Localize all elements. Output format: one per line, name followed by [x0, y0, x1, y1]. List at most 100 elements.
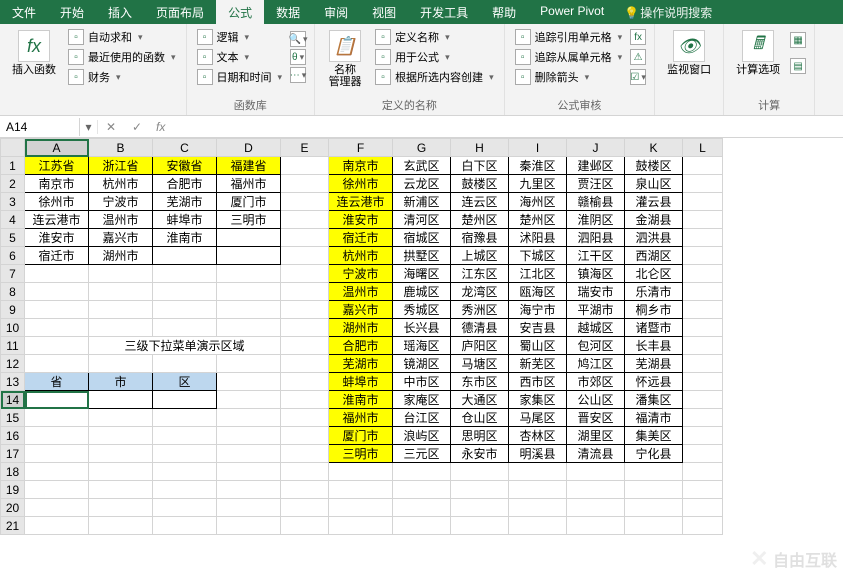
cell-L6[interactable] [683, 247, 723, 265]
cell-G12[interactable]: 镜湖区 [393, 355, 451, 373]
watch-window-button[interactable]: 👁 监视窗口 [663, 28, 715, 78]
ribbon-tab-2[interactable]: 插入 [96, 0, 144, 24]
cell-G13[interactable]: 中市区 [393, 373, 451, 391]
name-manager-button[interactable]: 📋 名称 管理器 [323, 28, 367, 90]
cell-G1[interactable]: 玄武区 [393, 157, 451, 175]
cell-J20[interactable] [567, 499, 625, 517]
row-header-5[interactable]: 5 [1, 229, 25, 247]
cell-C14[interactable] [153, 391, 217, 409]
cell-J8[interactable]: 瑞安市 [567, 283, 625, 301]
cell-B9[interactable] [89, 301, 153, 319]
cell-E10[interactable] [281, 319, 329, 337]
cell-D2[interactable]: 福州市 [217, 175, 281, 193]
define-name-2[interactable]: ▫根据所选内容创建 [373, 68, 496, 86]
cell-E3[interactable] [281, 193, 329, 211]
cell-F17[interactable]: 三明市 [329, 445, 393, 463]
cell-J4[interactable]: 淮阴区 [567, 211, 625, 229]
lookup-icon[interactable]: 🔍 [290, 31, 306, 47]
cell-I4[interactable]: 楚州区 [509, 211, 567, 229]
calc-now-icon[interactable]: ▦ [790, 32, 806, 48]
cell-G18[interactable] [393, 463, 451, 481]
row-header-18[interactable]: 18 [1, 463, 25, 481]
cell-B20[interactable] [89, 499, 153, 517]
autosum-2[interactable]: ▫财务 [66, 68, 178, 86]
row-header-20[interactable]: 20 [1, 499, 25, 517]
cell-L17[interactable] [683, 445, 723, 463]
cell-I10[interactable]: 安吉县 [509, 319, 567, 337]
cell-A7[interactable] [25, 265, 89, 283]
cell-E14[interactable] [281, 391, 329, 409]
cell-K12[interactable]: 芜湖县 [625, 355, 683, 373]
ribbon-tab-0[interactable]: 文件 [0, 0, 48, 24]
col-header-E[interactable]: E [281, 139, 329, 157]
cell-A10[interactable] [25, 319, 89, 337]
cell-L18[interactable] [683, 463, 723, 481]
cell-B8[interactable] [89, 283, 153, 301]
cell-D7[interactable] [217, 265, 281, 283]
ribbon-tab-4[interactable]: 公式 [216, 0, 264, 24]
col-header-K[interactable]: K [625, 139, 683, 157]
cell-I1[interactable]: 秦淮区 [509, 157, 567, 175]
cell-E20[interactable] [281, 499, 329, 517]
cell-J18[interactable] [567, 463, 625, 481]
cell-K7[interactable]: 北仑区 [625, 265, 683, 283]
row-header-21[interactable]: 21 [1, 517, 25, 535]
cell-I8[interactable]: 瓯海区 [509, 283, 567, 301]
cell-G6[interactable]: 拱墅区 [393, 247, 451, 265]
col-header-D[interactable]: D [217, 139, 281, 157]
cell-K19[interactable] [625, 481, 683, 499]
col-header-J[interactable]: J [567, 139, 625, 157]
evaluate-icon[interactable]: ☑ [630, 69, 646, 85]
cell-C7[interactable] [153, 265, 217, 283]
cell-J16[interactable]: 湖里区 [567, 427, 625, 445]
cell-J3[interactable]: 赣榆县 [567, 193, 625, 211]
cell-J5[interactable]: 泗阳县 [567, 229, 625, 247]
cell-C4[interactable]: 蚌埠市 [153, 211, 217, 229]
cell-H1[interactable]: 白下区 [451, 157, 509, 175]
cell-D21[interactable] [217, 517, 281, 535]
cell-G20[interactable] [393, 499, 451, 517]
ribbon-tab-10[interactable]: Power Pivot [528, 0, 616, 24]
cell-K20[interactable] [625, 499, 683, 517]
cell-F19[interactable] [329, 481, 393, 499]
cell-C1[interactable]: 安徽省 [153, 157, 217, 175]
cell-D20[interactable] [217, 499, 281, 517]
cell-D15[interactable] [217, 409, 281, 427]
cell-K2[interactable]: 泉山区 [625, 175, 683, 193]
cell-E9[interactable] [281, 301, 329, 319]
cell-G14[interactable]: 家庵区 [393, 391, 451, 409]
cell-D12[interactable] [217, 355, 281, 373]
col-header-H[interactable]: H [451, 139, 509, 157]
cell-A20[interactable] [25, 499, 89, 517]
cell-F15[interactable]: 福州市 [329, 409, 393, 427]
cell-E13[interactable] [281, 373, 329, 391]
row-header-11[interactable]: 11 [1, 337, 25, 355]
cell-F18[interactable] [329, 463, 393, 481]
cell-H10[interactable]: 德清县 [451, 319, 509, 337]
cell-J13[interactable]: 市郊区 [567, 373, 625, 391]
cell-H4[interactable]: 楚州区 [451, 211, 509, 229]
cell-E17[interactable] [281, 445, 329, 463]
row-header-9[interactable]: 9 [1, 301, 25, 319]
row-header-16[interactable]: 16 [1, 427, 25, 445]
cell-L1[interactable] [683, 157, 723, 175]
cell-H15[interactable]: 仓山区 [451, 409, 509, 427]
cell-F16[interactable]: 厦门市 [329, 427, 393, 445]
cell-J15[interactable]: 晋安区 [567, 409, 625, 427]
cell-A15[interactable] [25, 409, 89, 427]
cell-C18[interactable] [153, 463, 217, 481]
cell-E4[interactable] [281, 211, 329, 229]
cell-C12[interactable] [153, 355, 217, 373]
more-func-icon[interactable]: ⋯ [290, 67, 306, 83]
show-formulas-icon[interactable]: fx [630, 29, 646, 45]
cell-H5[interactable]: 宿豫县 [451, 229, 509, 247]
ribbon-tab-5[interactable]: 数据 [264, 0, 312, 24]
cell-L20[interactable] [683, 499, 723, 517]
cell-H20[interactable] [451, 499, 509, 517]
row-header-7[interactable]: 7 [1, 265, 25, 283]
ribbon-tab-9[interactable]: 帮助 [480, 0, 528, 24]
cell-F21[interactable] [329, 517, 393, 535]
cell-A6[interactable]: 宿迁市 [25, 247, 89, 265]
cell-A9[interactable] [25, 301, 89, 319]
cell-A13[interactable]: 省 [25, 373, 89, 391]
